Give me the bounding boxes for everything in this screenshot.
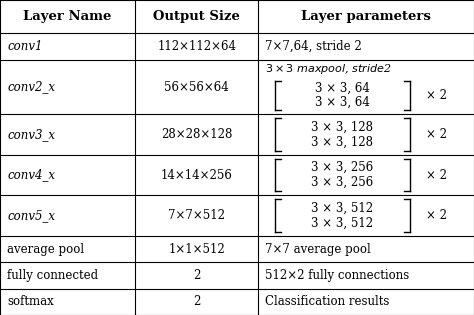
Text: 3 × 3, 256: 3 × 3, 256	[311, 176, 374, 189]
Text: conv1: conv1	[7, 40, 43, 53]
Text: softmax: softmax	[7, 295, 54, 308]
Text: 3 × 3, 256: 3 × 3, 256	[311, 161, 374, 174]
Text: $3\times3$ $maxpool$, $stride$2: $3\times3$ $maxpool$, $stride$2	[265, 62, 392, 76]
Text: 2: 2	[193, 269, 201, 282]
Text: 2: 2	[193, 295, 201, 308]
Text: × 2: × 2	[426, 209, 447, 222]
Text: conv5_x: conv5_x	[7, 209, 55, 222]
Text: conv3_x: conv3_x	[7, 128, 55, 141]
Text: 3 × 3, 64: 3 × 3, 64	[315, 82, 370, 95]
Text: Classification results: Classification results	[265, 295, 390, 308]
Text: × 2: × 2	[426, 128, 447, 141]
Text: 14×14×256: 14×14×256	[161, 169, 233, 182]
Text: 3 × 3, 128: 3 × 3, 128	[311, 121, 374, 134]
Text: conv4_x: conv4_x	[7, 169, 55, 182]
Text: Layer parameters: Layer parameters	[301, 10, 431, 23]
Text: Layer Name: Layer Name	[23, 10, 112, 23]
Text: conv2_x: conv2_x	[7, 81, 55, 94]
Text: fully connected: fully connected	[7, 269, 98, 282]
Text: Output Size: Output Size	[153, 10, 240, 23]
Text: 3 × 3, 64: 3 × 3, 64	[315, 95, 370, 109]
Text: 3 × 3, 512: 3 × 3, 512	[311, 202, 374, 215]
Text: 7×7,64, stride 2: 7×7,64, stride 2	[265, 40, 362, 53]
Text: 7×7 average pool: 7×7 average pool	[265, 243, 371, 255]
Text: 3 × 3, 128: 3 × 3, 128	[311, 135, 374, 149]
Text: × 2: × 2	[426, 169, 447, 182]
Text: 112×112×64: 112×112×64	[157, 40, 236, 53]
Text: 512×2 fully connections: 512×2 fully connections	[265, 269, 410, 282]
Text: 1×1×512: 1×1×512	[168, 243, 225, 255]
Text: × 2: × 2	[426, 89, 447, 102]
Text: average pool: average pool	[7, 243, 84, 255]
Text: 3 × 3, 512: 3 × 3, 512	[311, 216, 374, 230]
Text: 56×56×64: 56×56×64	[164, 81, 229, 94]
Text: 7×7×512: 7×7×512	[168, 209, 225, 222]
Text: 28×28×128: 28×28×128	[161, 128, 232, 141]
